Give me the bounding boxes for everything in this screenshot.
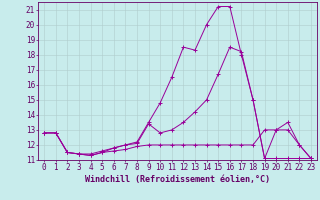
- X-axis label: Windchill (Refroidissement éolien,°C): Windchill (Refroidissement éolien,°C): [85, 175, 270, 184]
